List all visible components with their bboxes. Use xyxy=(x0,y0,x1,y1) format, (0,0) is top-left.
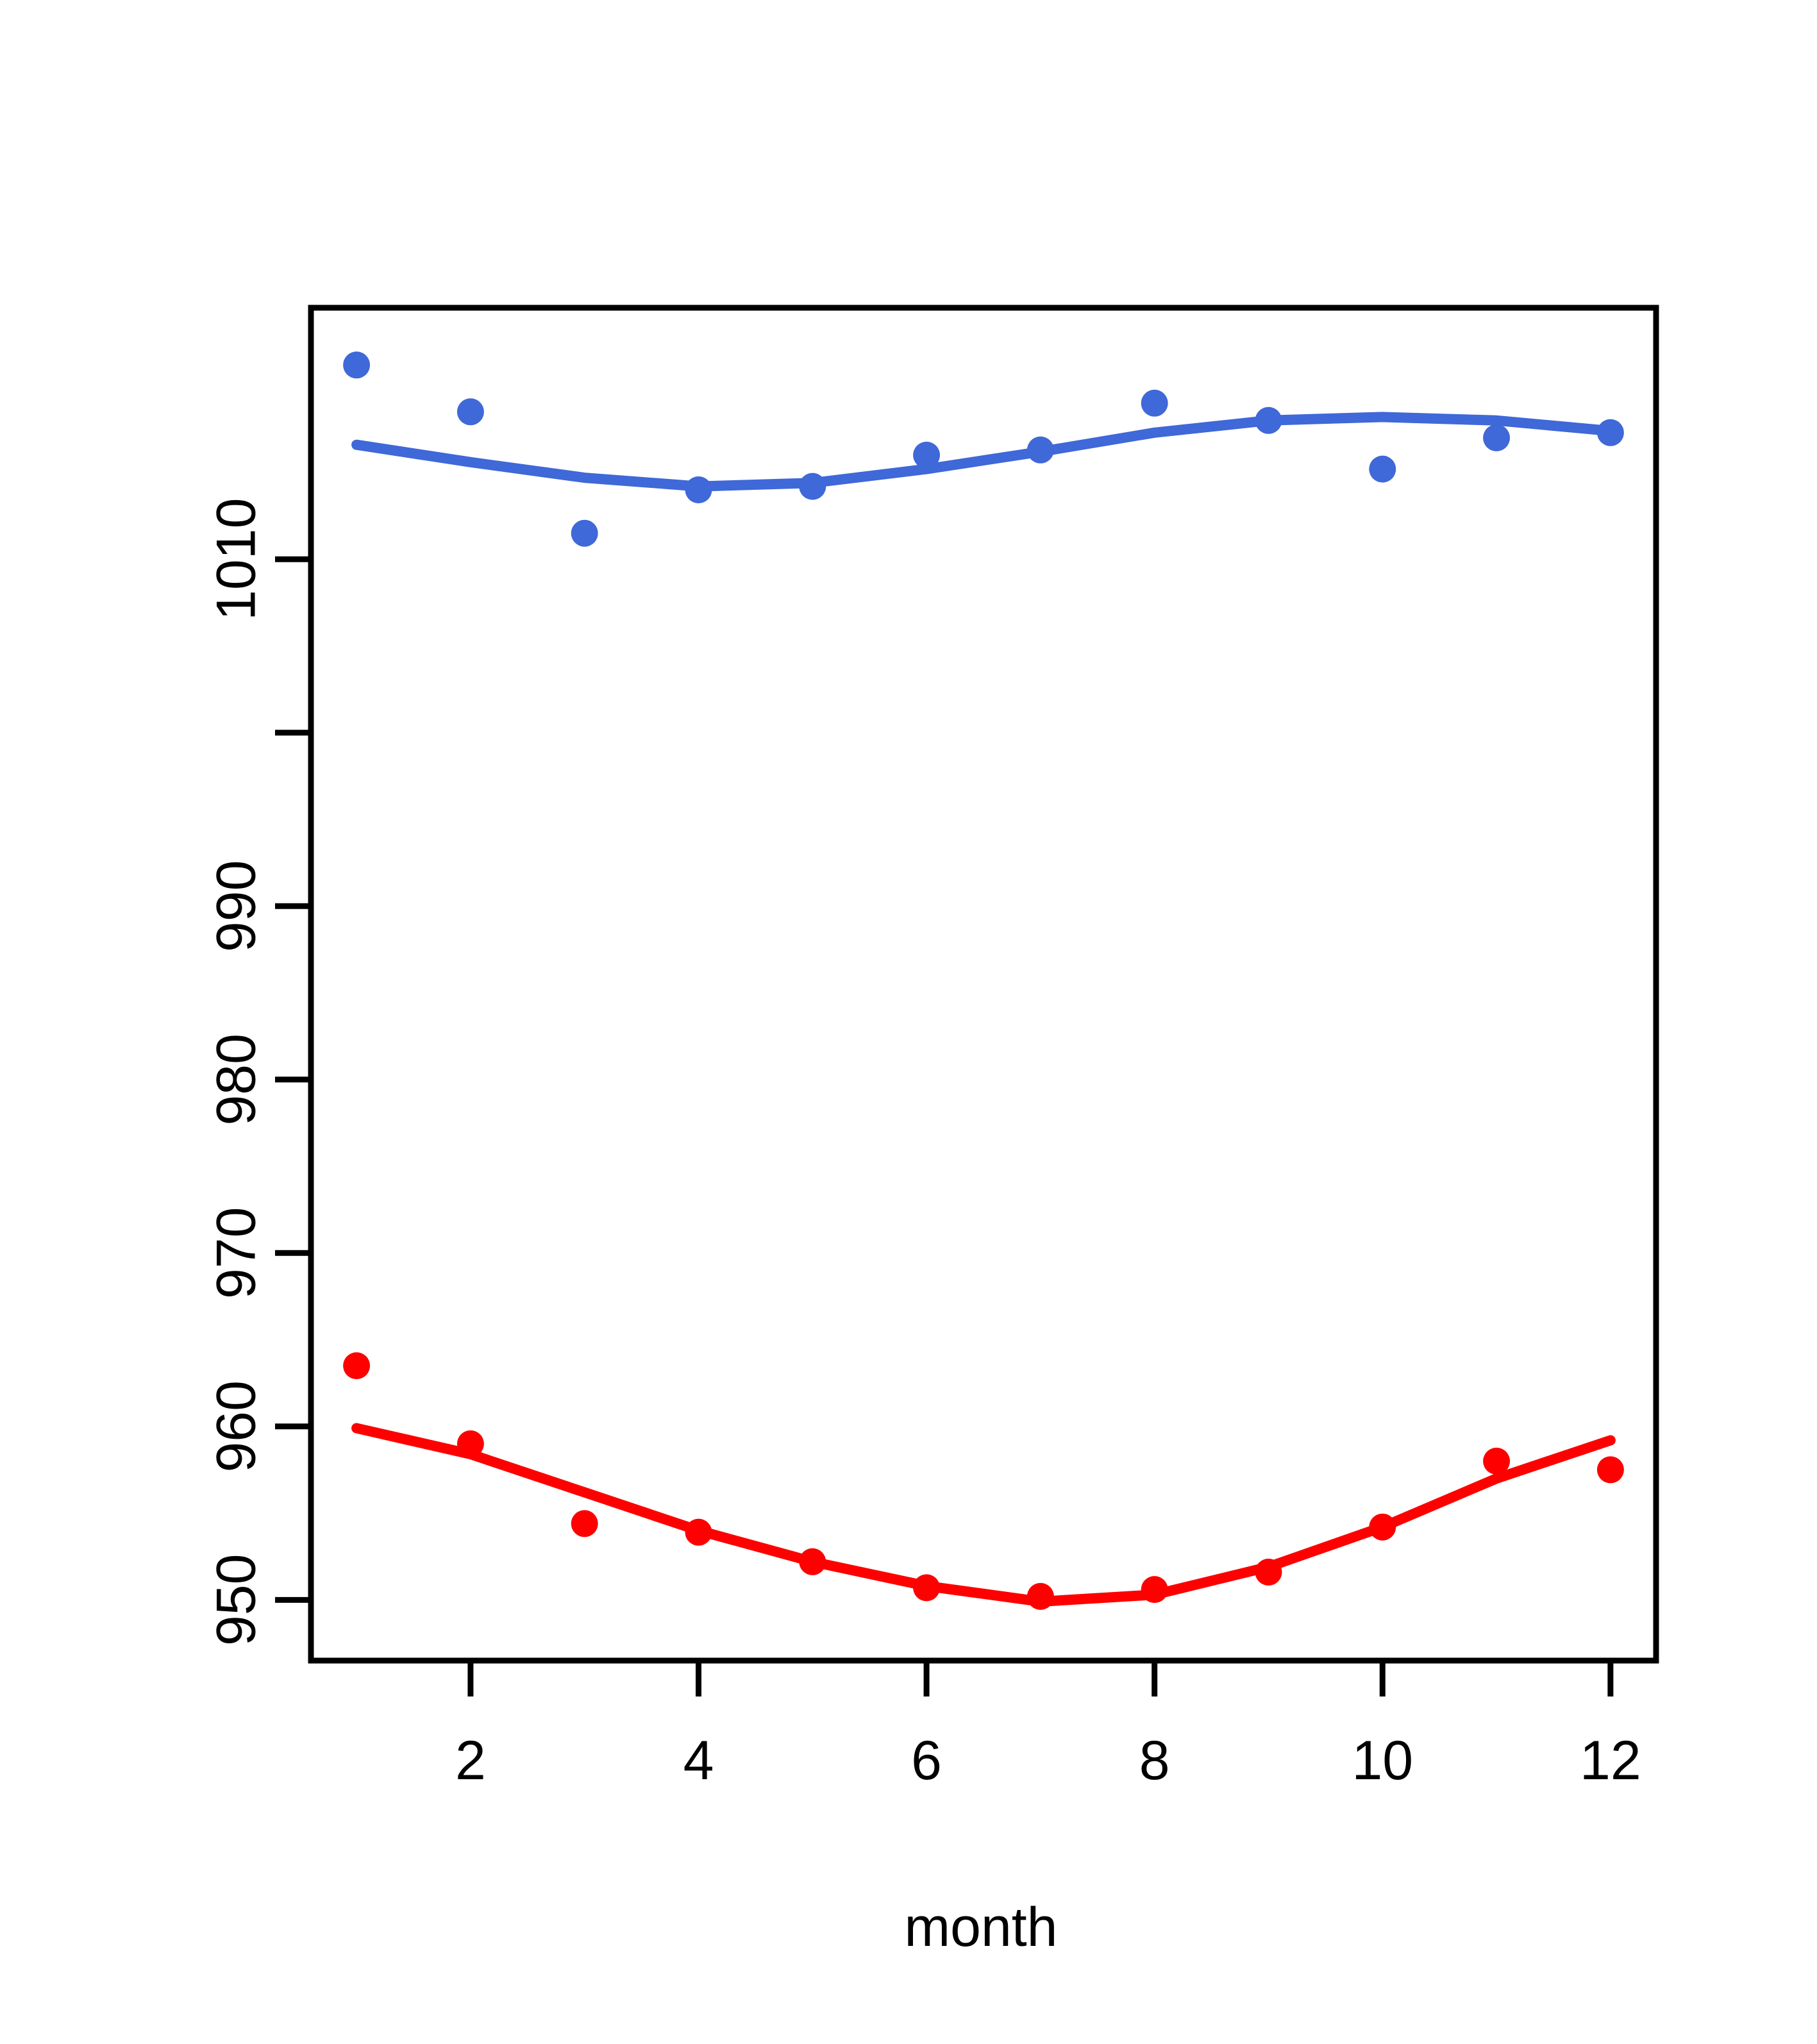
y-axis: 950 960 970 980 990 1010 xyxy=(206,498,311,1646)
x-tick-label: 8 xyxy=(1139,1730,1170,1791)
y-tick-label: 970 xyxy=(206,1207,267,1300)
plot-border xyxy=(308,305,1659,1664)
data-point-upper xyxy=(1141,389,1168,417)
x-axis-label: month xyxy=(904,1897,1057,1958)
data-point-lower xyxy=(571,1510,598,1537)
y-tick-label: 960 xyxy=(206,1380,267,1473)
data-point-lower xyxy=(685,1518,712,1546)
series-layer xyxy=(343,351,1624,1610)
y-tick-label: 1010 xyxy=(206,498,267,621)
plot-frame xyxy=(308,305,1659,1664)
data-point-upper xyxy=(913,441,941,469)
y-tick-label: 980 xyxy=(206,1034,267,1126)
data-point-lower xyxy=(913,1574,941,1602)
data-point-lower xyxy=(343,1352,371,1380)
data-point-lower xyxy=(1483,1447,1511,1475)
data-point-lower xyxy=(799,1548,826,1575)
data-point-lower xyxy=(1255,1559,1282,1586)
data-point-lower xyxy=(1596,1456,1624,1484)
data-point-upper xyxy=(685,476,712,503)
data-point-upper xyxy=(1483,424,1511,451)
y-tick-label: 950 xyxy=(206,1554,267,1646)
x-tick-label: 2 xyxy=(455,1730,486,1791)
data-point-upper xyxy=(799,473,826,500)
data-point-lower xyxy=(1369,1513,1396,1541)
data-point-lower xyxy=(1141,1576,1168,1604)
data-point-upper xyxy=(1026,436,1054,464)
data-point-lower xyxy=(1026,1582,1054,1610)
data-point-upper xyxy=(1369,455,1396,483)
x-tick-label: 6 xyxy=(911,1730,942,1791)
data-point-lower xyxy=(456,1430,484,1457)
x-tick-label: 12 xyxy=(1580,1730,1641,1791)
x-axis: 2 4 6 8 10 12 xyxy=(455,1661,1641,1791)
x-tick-label: 4 xyxy=(683,1730,714,1791)
data-point-upper xyxy=(456,398,484,426)
data-point-upper xyxy=(1596,419,1624,446)
x-tick-label: 10 xyxy=(1352,1730,1413,1791)
data-point-upper xyxy=(343,351,371,379)
series-line-lower xyxy=(351,1423,1616,1607)
y-tick-label: 990 xyxy=(206,860,267,953)
series-line-upper xyxy=(351,412,1616,492)
data-point-upper xyxy=(1255,406,1282,434)
data-point-upper xyxy=(571,519,598,547)
